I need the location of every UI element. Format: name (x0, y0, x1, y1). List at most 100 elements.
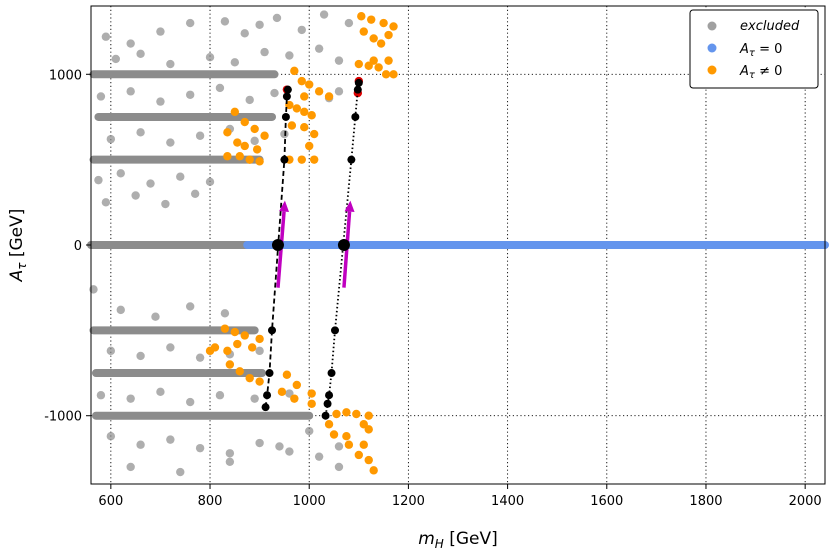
track-point-track-1 (280, 155, 289, 164)
point-excluded (245, 95, 254, 105)
legend-label-excluded: excluded (740, 19, 800, 34)
svg-text:Aτ [GeV]: Aτ [GeV] (7, 209, 29, 283)
point-a-tau-0 (282, 370, 292, 379)
point-excluded (161, 199, 170, 209)
point-a-tau-0 (369, 466, 378, 475)
x-tick-label: 1800 (689, 494, 722, 509)
track-point-track-1 (261, 403, 270, 412)
point-a-tau-0 (205, 346, 215, 356)
x-axis-label: mH [GeV] (418, 529, 498, 551)
point-a-tau-0 (354, 450, 364, 460)
x-tick-label: 600 (98, 494, 123, 509)
track-point-track-2 (353, 85, 362, 94)
point-a-tau-0 (324, 420, 334, 429)
legend-box (689, 9, 819, 89)
point-a-tau-0 (277, 387, 287, 397)
point-a-tau-0 (300, 123, 309, 132)
point-excluded (215, 391, 225, 400)
highlight-point (337, 239, 350, 251)
point-a-tau-0 (364, 455, 373, 465)
point-excluded (116, 169, 125, 178)
point-excluded (156, 387, 165, 397)
legend-label-atau-zero: Aτ = 0 (739, 42, 782, 59)
point-excluded (185, 18, 195, 28)
point-a-tau-0 (292, 104, 302, 113)
point-a-tau-0 (309, 155, 319, 164)
point-excluded (334, 56, 344, 65)
point-excluded (166, 59, 175, 69)
point-a-tau-0 (384, 30, 393, 40)
point-a-tau-0 (287, 121, 297, 130)
x-tick-label: 1600 (590, 494, 623, 509)
track-point-track-1 (263, 391, 272, 400)
point-a-tau-0 (292, 380, 302, 390)
track-point-track-1 (283, 85, 292, 94)
point-excluded (185, 90, 195, 99)
point-excluded (151, 312, 160, 321)
track-point-track-2 (325, 391, 334, 400)
point-a-tau-0 (260, 131, 269, 140)
track-point-track-1 (282, 92, 291, 101)
x-tick-label: 1400 (491, 494, 524, 509)
arrows (271, 200, 355, 288)
point-excluded (205, 177, 215, 187)
point-a-tau-0 (367, 15, 376, 24)
point-a-tau-0 (223, 128, 232, 137)
point-excluded (250, 394, 259, 403)
point-a-tau-0 (240, 141, 249, 151)
point-excluded (136, 49, 145, 58)
point-a-tau-0 (309, 129, 319, 139)
point-a-tau-0 (307, 389, 316, 398)
point-excluded (220, 17, 230, 26)
point-a-tau-0 (359, 27, 368, 36)
point-a-tau-0 (352, 409, 361, 419)
point-excluded (156, 27, 165, 36)
point-excluded (190, 189, 200, 198)
point-excluded (195, 353, 205, 362)
point-excluded (176, 467, 185, 477)
point-excluded (106, 432, 116, 441)
track-point-track-2 (354, 78, 363, 87)
point-excluded (111, 54, 120, 64)
point-a-tau-0 (364, 411, 373, 420)
point-excluded (270, 88, 279, 98)
point-excluded (185, 302, 195, 311)
point-excluded (285, 447, 294, 456)
point-excluded (96, 92, 106, 101)
point-excluded (305, 426, 314, 436)
point-a-tau-0 (233, 339, 242, 349)
point-excluded (176, 172, 185, 181)
arrow-head (344, 200, 355, 212)
point-excluded (319, 10, 329, 19)
point-excluded (126, 39, 135, 48)
point-a-tau-0 (376, 39, 386, 48)
point-excluded (255, 20, 264, 29)
point-a-tau-0 (297, 155, 306, 164)
point-a-tau-0 (255, 377, 264, 386)
point-excluded (334, 462, 344, 472)
point-excluded (166, 343, 175, 352)
point-excluded (220, 309, 230, 318)
point-excluded (126, 87, 135, 96)
point-excluded (156, 97, 165, 106)
point-a-tau-0 (354, 59, 364, 69)
point-excluded (106, 134, 116, 144)
point-excluded (96, 391, 106, 400)
point-a-tau-0 (290, 394, 299, 403)
point-excluded (255, 346, 264, 356)
track-point-track-1 (268, 326, 277, 335)
point-a-tau-0 (255, 157, 264, 166)
point-excluded (126, 394, 135, 403)
point-excluded (215, 83, 225, 93)
point-a-tau-0 (389, 70, 398, 79)
point-excluded (225, 457, 235, 467)
point-a-tau-0 (240, 331, 249, 340)
point-a-tau-0 (381, 70, 391, 79)
point-excluded (136, 351, 145, 361)
point-excluded (240, 29, 249, 38)
point-a-tau-0 (300, 107, 309, 117)
point-a-tau-0 (255, 334, 264, 344)
point-a-tau-0 (374, 63, 383, 72)
point-a-tau-0 (369, 34, 378, 43)
